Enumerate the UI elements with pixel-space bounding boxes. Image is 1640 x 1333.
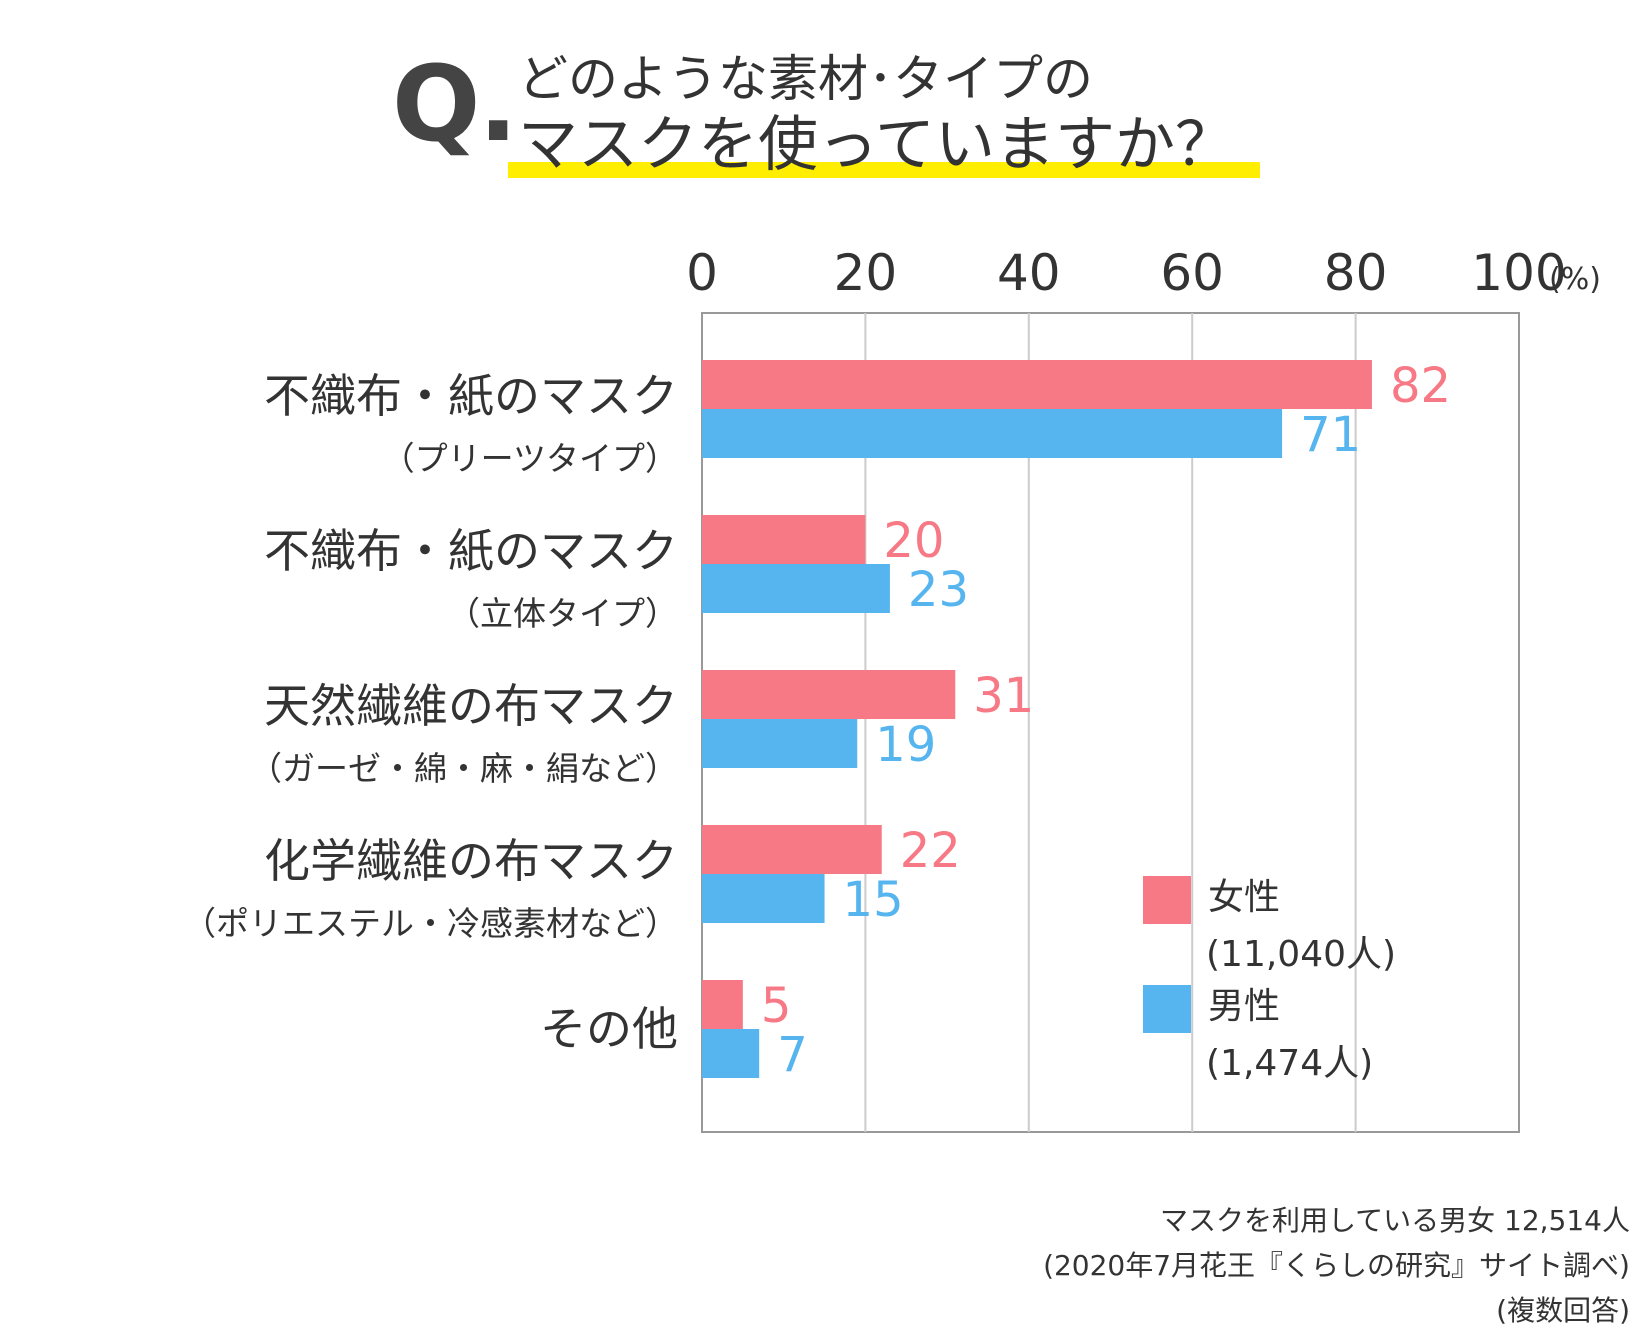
title-line-2: マスクを使っていますか？ <box>518 110 1235 180</box>
x-tick-label: 100 <box>1471 244 1566 302</box>
category-sublabel: （ポリエステル・冷感素材など） <box>183 904 678 943</box>
data-label: 15 <box>843 872 904 928</box>
data-label: 19 <box>875 717 936 773</box>
chart-footnote: マスクを利用している男女 12,514人 (2020年7月花王『くらしの研究』サ… <box>1043 1198 1630 1333</box>
data-label: 23 <box>908 562 969 618</box>
category-label: その他 <box>540 1002 678 1056</box>
legend-label: 男性 <box>1208 986 1280 1027</box>
footnote-sample: マスクを利用している男女 12,514人 <box>1159 1204 1630 1237</box>
x-tick-label: 20 <box>834 244 898 302</box>
x-tick-label: 60 <box>1160 244 1224 302</box>
category-label: 不織布・紙のマスク <box>264 369 678 423</box>
category-label: 化学繊維の布マスク <box>264 834 678 888</box>
bar-female <box>702 360 1372 409</box>
x-tick-label: 40 <box>997 244 1061 302</box>
bar-male <box>702 874 825 923</box>
category-label: 天然繊維の布マスク <box>264 679 678 733</box>
category-sublabel: （ガーゼ・綿・麻・絹など） <box>249 749 678 788</box>
bar-female <box>702 980 743 1029</box>
data-label: 31 <box>973 668 1034 724</box>
category-sublabel: （プリーツタイプ） <box>382 439 678 478</box>
data-label: 22 <box>900 823 961 879</box>
unit-label: (%) <box>1549 262 1601 297</box>
legend-label: 女性 <box>1208 877 1280 918</box>
question-mark: Q. <box>392 43 518 165</box>
bar-female <box>702 825 882 874</box>
data-label: 71 <box>1300 407 1361 463</box>
title-highlight <box>508 162 1260 178</box>
x-tick-label: 80 <box>1324 244 1388 302</box>
legend-swatch <box>1143 985 1191 1033</box>
legend-swatch <box>1143 876 1191 924</box>
legend-count: (11,040人) <box>1206 934 1396 975</box>
category-label: 不織布・紙のマスク <box>264 524 678 578</box>
footnote-multiple-answer: (複数回答) <box>1496 1294 1630 1327</box>
legend-count: (1,474人) <box>1206 1043 1373 1084</box>
data-label: 7 <box>777 1027 808 1083</box>
data-label: 5 <box>761 978 792 1034</box>
bar-chart: 0 20 40 60 80 100(%) 不織布・紙のマスク （プリーツタイプ） 不織布・紙のマ… <box>183 244 1601 1133</box>
bar-male <box>702 719 858 768</box>
category-sublabel: （立体タイプ） <box>447 594 678 633</box>
x-tick-label: 0 <box>686 244 718 302</box>
bar-female <box>702 670 956 719</box>
footnote-source: (2020年7月花王『くらしの研究』サイト調べ) <box>1043 1249 1630 1282</box>
data-label: 20 <box>883 513 944 569</box>
bar-male <box>702 564 890 613</box>
data-label: 82 <box>1390 358 1451 414</box>
bar-female <box>702 515 866 564</box>
bar-male <box>702 1029 760 1078</box>
bar-male <box>702 409 1283 458</box>
title-line-1: どのような素材･タイプの <box>518 50 1093 108</box>
